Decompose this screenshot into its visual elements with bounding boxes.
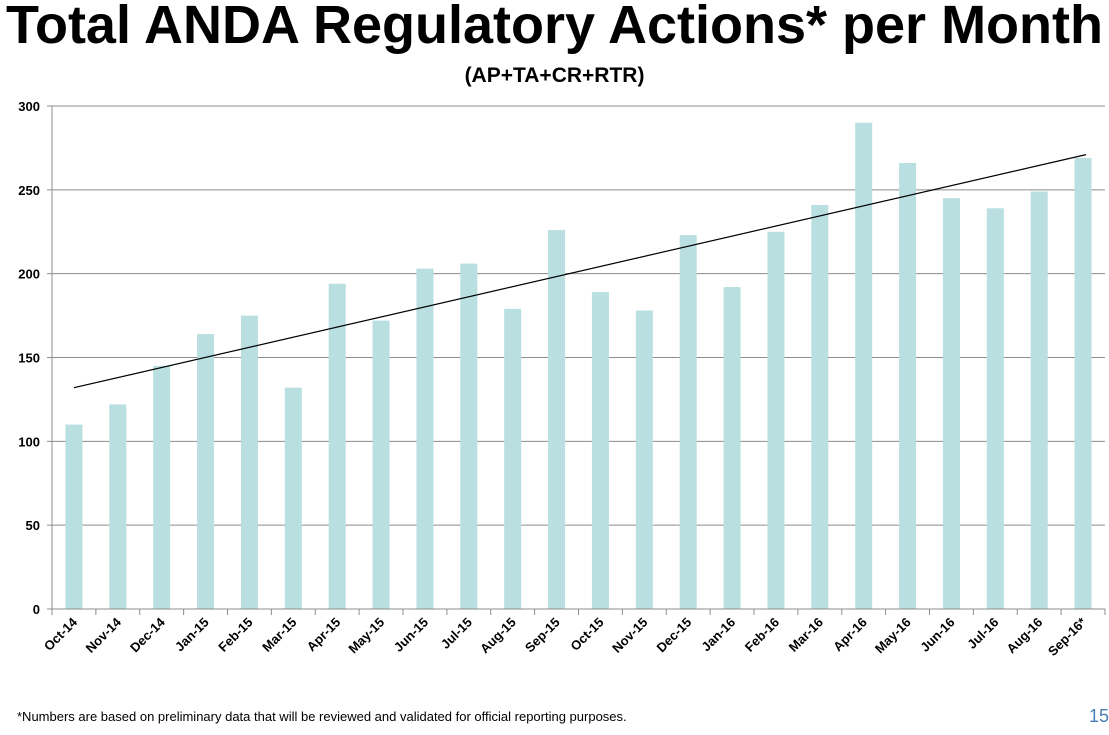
- bar: [811, 204, 829, 609]
- y-tick-label: 50: [26, 518, 40, 533]
- bar: [416, 268, 434, 609]
- bar: [197, 334, 215, 609]
- x-tick-label: Oct-15: [567, 615, 606, 654]
- bar: [767, 231, 785, 609]
- x-tick-label: Mar-15: [259, 615, 299, 655]
- x-tick-label: Jan-15: [172, 615, 212, 655]
- bars: [65, 122, 1092, 610]
- bar: [986, 208, 1004, 609]
- x-tick-label: Sep-15: [522, 615, 563, 656]
- bar: [723, 287, 741, 609]
- footnote: *Numbers are based on preliminary data t…: [17, 709, 627, 724]
- x-tick-label: Sep-16*: [1045, 614, 1090, 659]
- bar: [372, 320, 390, 609]
- axes: [47, 105, 1106, 615]
- y-tick-label: 0: [33, 602, 40, 617]
- chart-title: Total ANDA Regulatory Actions* per Month: [5, 0, 1103, 55]
- x-tick-label: Feb-15: [215, 615, 255, 655]
- x-tick-label: Feb-16: [742, 615, 782, 655]
- bar: [899, 163, 917, 610]
- x-tick-label: Jun-15: [391, 615, 431, 655]
- bar: [65, 424, 83, 609]
- x-tick-label: Apr-16: [830, 615, 870, 655]
- x-tick-label: Aug-16: [1004, 615, 1046, 657]
- page-number: 15: [1089, 706, 1109, 726]
- bar: [328, 283, 346, 609]
- y-tick-label: 250: [18, 183, 40, 198]
- y-tick-labels: 0 50 100 150 200 250 300: [18, 99, 40, 617]
- x-tick-label: Jun-16: [917, 615, 957, 655]
- bar: [109, 404, 127, 609]
- x-tick-label: Nov-14: [83, 614, 125, 656]
- bar: [679, 235, 697, 609]
- x-tick-label: Dec-15: [654, 615, 695, 656]
- bar: [153, 365, 171, 609]
- y-tick-label: 300: [18, 99, 40, 114]
- trendline-group: [73, 154, 1087, 389]
- x-tick-label: Jul-16: [964, 615, 1001, 652]
- x-tick-labels: Oct-14 Nov-14 Dec-14 Jan-15 Feb-15 Mar-15 Apr-…: [41, 614, 1090, 659]
- y-tick-label: 150: [18, 351, 40, 366]
- trendline: [73, 154, 1087, 389]
- bar: [942, 198, 960, 609]
- bar: [1074, 157, 1092, 609]
- bar: [591, 292, 609, 609]
- chart-subtitle: (AP+TA+CR+RTR): [464, 64, 645, 87]
- x-tick-label: Dec-14: [127, 614, 168, 655]
- x-tick-label: Jan-16: [698, 615, 738, 655]
- x-tick-label: May-16: [872, 615, 914, 657]
- bar: [284, 387, 302, 609]
- x-tick-label: Oct-14: [41, 614, 81, 654]
- x-tick-label: Mar-16: [786, 615, 826, 655]
- bar: [240, 315, 258, 609]
- bar: [855, 122, 873, 610]
- bar: [460, 263, 478, 609]
- x-tick-label: Jul-15: [438, 615, 475, 652]
- bar: [504, 308, 522, 609]
- x-tick-label: Apr-15: [304, 615, 344, 655]
- y-tick-label: 100: [18, 434, 40, 449]
- x-tick-label: Aug-15: [477, 615, 519, 657]
- bar: [1030, 191, 1048, 609]
- y-tick-label: 200: [18, 267, 40, 282]
- x-tick-label: May-15: [345, 615, 387, 657]
- bar: [635, 310, 653, 609]
- bar: [548, 230, 566, 609]
- x-tick-label: Nov-15: [609, 615, 650, 656]
- gridlines: [52, 105, 1105, 526]
